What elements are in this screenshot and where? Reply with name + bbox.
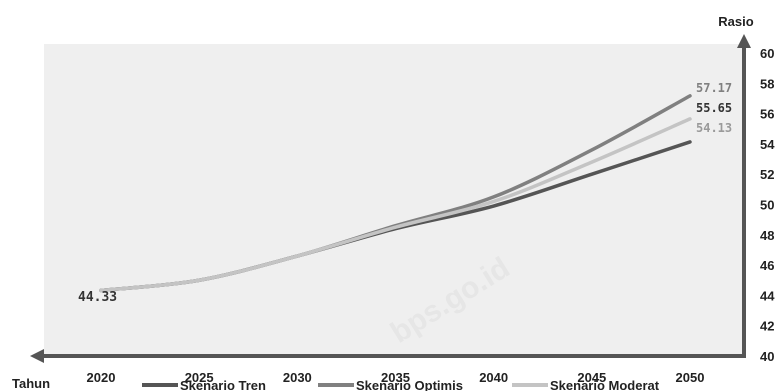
series-layer bbox=[99, 94, 692, 293]
y-tick-label: 52 bbox=[760, 167, 774, 182]
y-tick-labels: 40 42 44 46 48 50 52 54 56 58 60 bbox=[760, 46, 775, 364]
end-value-label: 57.17 bbox=[696, 81, 732, 95]
y-tick-label: 56 bbox=[760, 107, 774, 122]
y-axis-title: Rasio bbox=[718, 14, 753, 29]
x-tick-label: 2035 bbox=[381, 370, 410, 385]
start-value-label: 44.33 bbox=[78, 290, 117, 305]
end-value-labels: 57.17 55.65 54.13 bbox=[696, 81, 732, 135]
series-line-3 bbox=[99, 117, 692, 293]
y-tick-label: 42 bbox=[760, 319, 774, 334]
y-tick-label: 50 bbox=[760, 198, 774, 213]
x-axis-arrow-icon bbox=[30, 349, 44, 363]
legend: Skenario Tren Skenario Optimis Skenario Mo… bbox=[142, 378, 660, 391]
axes-layer bbox=[30, 34, 751, 363]
y-tick-label: 46 bbox=[760, 258, 774, 273]
y-tick-label: 58 bbox=[760, 76, 774, 91]
legend-label: Skenario Tren bbox=[180, 378, 266, 391]
x-tick-label: 2045 bbox=[577, 370, 606, 385]
x-axis-title: Tahun bbox=[12, 376, 50, 391]
x-tick-label: 2025 bbox=[185, 370, 214, 385]
y-tick-label: 48 bbox=[760, 228, 774, 243]
x-tick-label: 2020 bbox=[87, 370, 116, 385]
y-axis-arrow-icon bbox=[737, 34, 751, 48]
x-tick-labels: 2020 2025 2030 2035 2040 2045 2050 bbox=[87, 370, 705, 385]
x-tick-label: 2030 bbox=[283, 370, 312, 385]
end-value-label: 54.13 bbox=[696, 121, 732, 135]
y-tick-label: 44 bbox=[760, 288, 775, 303]
plot-background bbox=[44, 44, 744, 356]
y-tick-label: 54 bbox=[760, 137, 775, 152]
y-tick-label: 40 bbox=[760, 349, 774, 364]
end-value-label: 55.65 bbox=[696, 101, 732, 115]
legend-label: Skenario Moderat bbox=[550, 378, 660, 391]
x-tick-label: 2040 bbox=[479, 370, 508, 385]
legend-label: Skenario Optimis bbox=[356, 378, 463, 391]
y-tick-label: 60 bbox=[760, 46, 774, 61]
x-tick-label: 2050 bbox=[676, 370, 705, 385]
